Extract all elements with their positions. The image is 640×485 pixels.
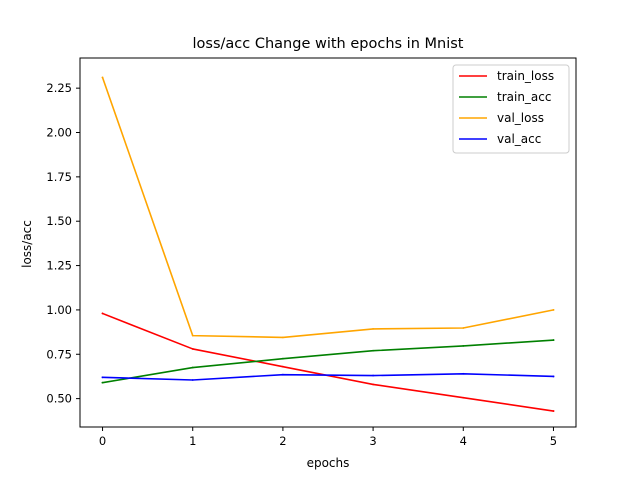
y-tick-label: 1.75	[46, 170, 72, 184]
data-point-train_acc	[462, 345, 465, 347]
data-point-val_acc	[462, 372, 465, 375]
y-tick-label: 1.50	[46, 214, 72, 228]
plot-frame	[79, 57, 577, 428]
legend-label-val_loss: val_loss	[497, 111, 544, 125]
legend-label-train_loss: train_loss	[497, 69, 554, 83]
x-tick-label: 2	[279, 434, 286, 448]
axis-ticks: 0 1 2 3 4 5 0.50 0.75 1.00 1.25 1.50 1.75 2.00 2.25	[46, 81, 557, 448]
x-tick-label: 0	[99, 434, 106, 448]
data-point-train_acc	[101, 381, 104, 384]
data-point-train_loss	[101, 312, 104, 315]
series-lines	[101, 76, 555, 412]
chart-title: loss/acc Change with epochs in Mnist	[193, 36, 464, 52]
data-point-train_loss	[372, 383, 374, 386]
y-axis-label: loss/acc	[20, 220, 34, 268]
data-point-val_acc	[101, 376, 104, 379]
data-point-train_acc	[552, 339, 555, 341]
legend: train_loss train_acc val_loss val_acc	[452, 64, 570, 154]
data-point-val_loss	[191, 334, 194, 337]
legend-label-train_acc: train_acc	[497, 90, 551, 104]
data-point-val_acc	[191, 379, 194, 381]
legend-label-val_acc: val_acc	[497, 132, 541, 146]
legend-box	[452, 64, 570, 154]
data-point-train_acc	[282, 357, 284, 360]
x-tick-label: 1	[189, 434, 196, 448]
data-point-val_acc	[552, 375, 555, 378]
data-point-train_acc	[372, 349, 374, 352]
data-point-train_acc	[191, 366, 194, 369]
x-axis-label: epochs	[307, 456, 350, 470]
data-point-val_acc	[282, 373, 284, 376]
data-point-val_loss	[462, 327, 465, 329]
data-point-val_acc	[372, 374, 374, 377]
data-point-val_loss	[372, 327, 374, 330]
x-tick-label: 3	[369, 434, 376, 448]
data-point-train_loss	[191, 348, 194, 350]
data-point-train_loss	[552, 410, 555, 412]
data-point-val_loss	[282, 336, 284, 339]
x-tick-label: 5	[550, 434, 557, 448]
y-tick-label: 0.75	[46, 347, 72, 361]
y-tick-label: 0.50	[46, 392, 72, 406]
y-tick-label: 1.25	[46, 259, 72, 273]
series-line-train_acc	[101, 339, 555, 384]
data-point-val_loss	[552, 309, 555, 311]
y-tick-label: 2.25	[46, 81, 72, 95]
y-tick-label: 2.00	[46, 126, 72, 140]
data-point-val_loss	[101, 76, 104, 79]
series-line-val_acc	[101, 372, 555, 381]
data-point-train_loss	[282, 365, 284, 368]
data-point-train_loss	[462, 396, 465, 399]
x-tick-label: 4	[460, 434, 467, 448]
series-line-val_loss	[101, 76, 555, 339]
y-tick-label: 1.00	[46, 303, 72, 317]
